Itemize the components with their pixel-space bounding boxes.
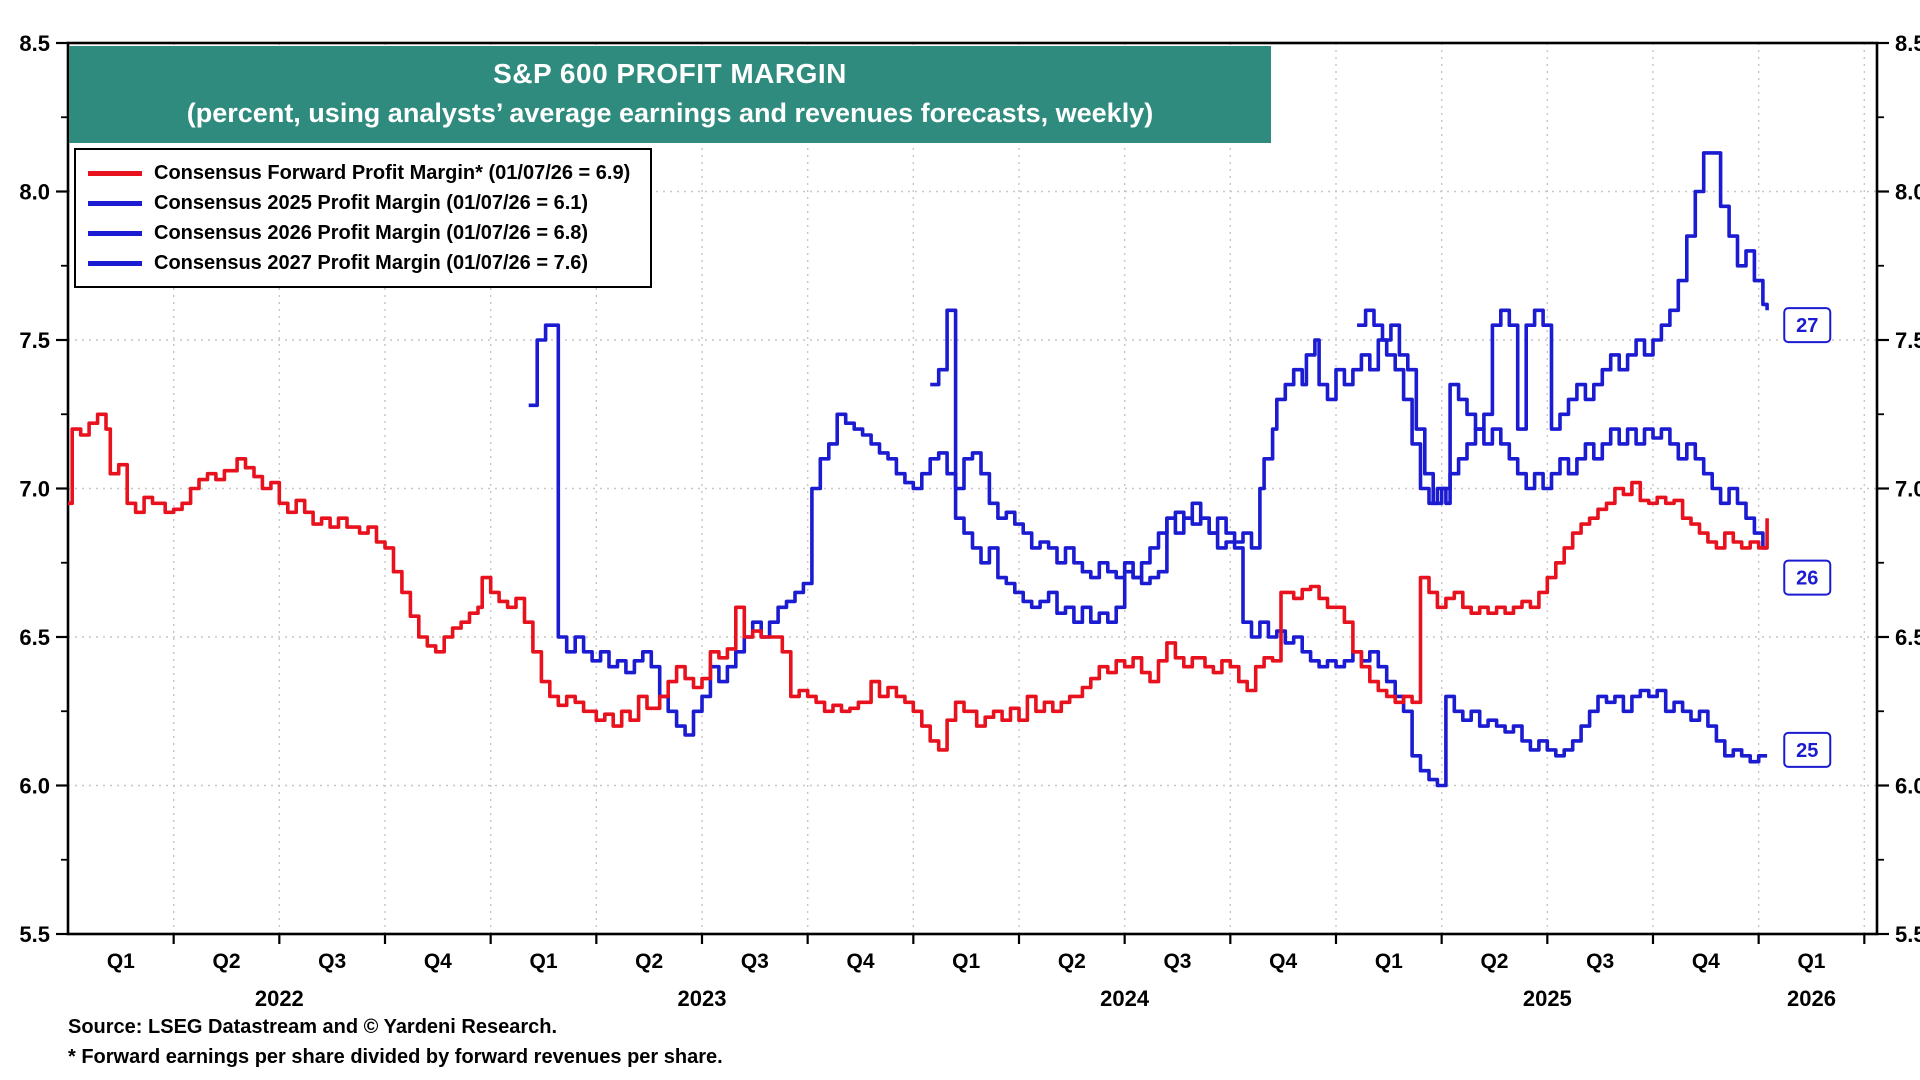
legend-label: Consensus Forward Profit Margin* (01/07/… [154,161,631,184]
legend-line-swatch [88,230,142,236]
series-forward-profit-margin-line [68,412,1769,752]
y-axis-label-left: 8.0 [19,180,50,205]
legend-box: Consensus Forward Profit Margin* (01/07/… [74,148,653,288]
x-year-label: 2022 [255,986,304,1011]
end-label-25: 25 [1796,740,1818,762]
y-axis-label-right: 6.5 [1895,625,1920,650]
legend-item: Consensus Forward Profit Margin* (01/07/… [88,158,630,188]
x-quarter-label: Q3 [1586,950,1614,973]
footnote: * Forward earnings per share divided by … [68,1046,723,1068]
end-label-box-27 [1783,307,1832,344]
legend-line-swatch [88,170,142,176]
y-axis-label-left: 5.5 [19,922,50,947]
x-quarter-label: Q1 [952,950,980,973]
y-axis-label-left: 6.0 [19,774,50,799]
series-consensus-2025-line [528,323,1768,788]
x-quarter-label: Q2 [635,950,663,973]
x-quarter-label: Q4 [1269,950,1297,973]
legend-item: Consensus 2025 Profit Margin (01/07/26 =… [88,188,630,218]
plot-frame [66,41,1879,936]
end-label-27: 27 [1796,315,1818,337]
end-label-box-26 [1783,559,1832,596]
x-year-label: 2025 [1523,986,1572,1011]
x-year-label: 2026 [1787,986,1836,1011]
y-axis-label-right: 8.5 [1895,31,1920,56]
y-axis-label-left: 7.0 [19,477,50,502]
legend-item: Consensus 2026 Profit Margin (01/07/26 =… [88,218,630,248]
legend-line-swatch [88,260,142,266]
y-axis-label-right: 7.0 [1895,477,1920,502]
x-year-label: 2024 [1100,986,1150,1011]
chart-subtitle: (percent, using analysts’ average earnin… [186,98,1154,128]
legend-label: Consensus 2025 Profit Margin (01/07/26 =… [154,191,589,214]
x-quarter-label: Q2 [212,950,240,973]
chart-title: S&P 600 PROFIT MARGIN [493,58,847,89]
legend-label: Consensus 2026 Profit Margin (01/07/26 =… [154,221,589,244]
x-quarter-label: Q3 [741,950,769,973]
y-axis-label-right: 7.5 [1895,328,1920,353]
series-consensus-2027-line [1357,151,1769,506]
end-label-box-25 [1783,731,1832,768]
legend-line-swatch [88,200,142,206]
series-consensus-2026-line [930,308,1768,624]
x-quarter-label: Q2 [1058,950,1086,973]
legend-label: Consensus 2027 Profit Margin (01/07/26 =… [154,251,589,274]
x-quarter-label: Q4 [1692,950,1720,973]
x-quarter-label: Q1 [1375,950,1403,973]
x-year-label: 2023 [678,986,727,1011]
x-quarter-label: Q1 [107,950,135,973]
end-label-26: 26 [1796,568,1818,590]
x-quarter-label: Q4 [424,950,452,973]
x-quarter-label: Q3 [318,950,346,973]
y-axis-label-left: 8.5 [19,31,50,56]
title-banner: S&P 600 PROFIT MARGIN (percent, using an… [69,46,1271,143]
y-axis-label-left: 6.5 [19,625,50,650]
legend-item: Consensus 2027 Profit Margin (01/07/26 =… [88,248,630,278]
y-axis-label-left: 7.5 [19,328,50,353]
x-quarter-label: Q4 [846,950,874,973]
x-quarter-label: Q2 [1480,950,1508,973]
x-quarter-label: Q1 [529,950,557,973]
y-axis-label-right: 8.0 [1895,180,1920,205]
source-note: Source: LSEG Datastream and © Yardeni Re… [68,1016,558,1038]
x-quarter-label: Q1 [1797,950,1825,973]
y-axis-label-right: 6.0 [1895,774,1920,799]
x-quarter-label: Q3 [1163,950,1191,973]
y-axis-label-right: 5.5 [1895,922,1920,947]
